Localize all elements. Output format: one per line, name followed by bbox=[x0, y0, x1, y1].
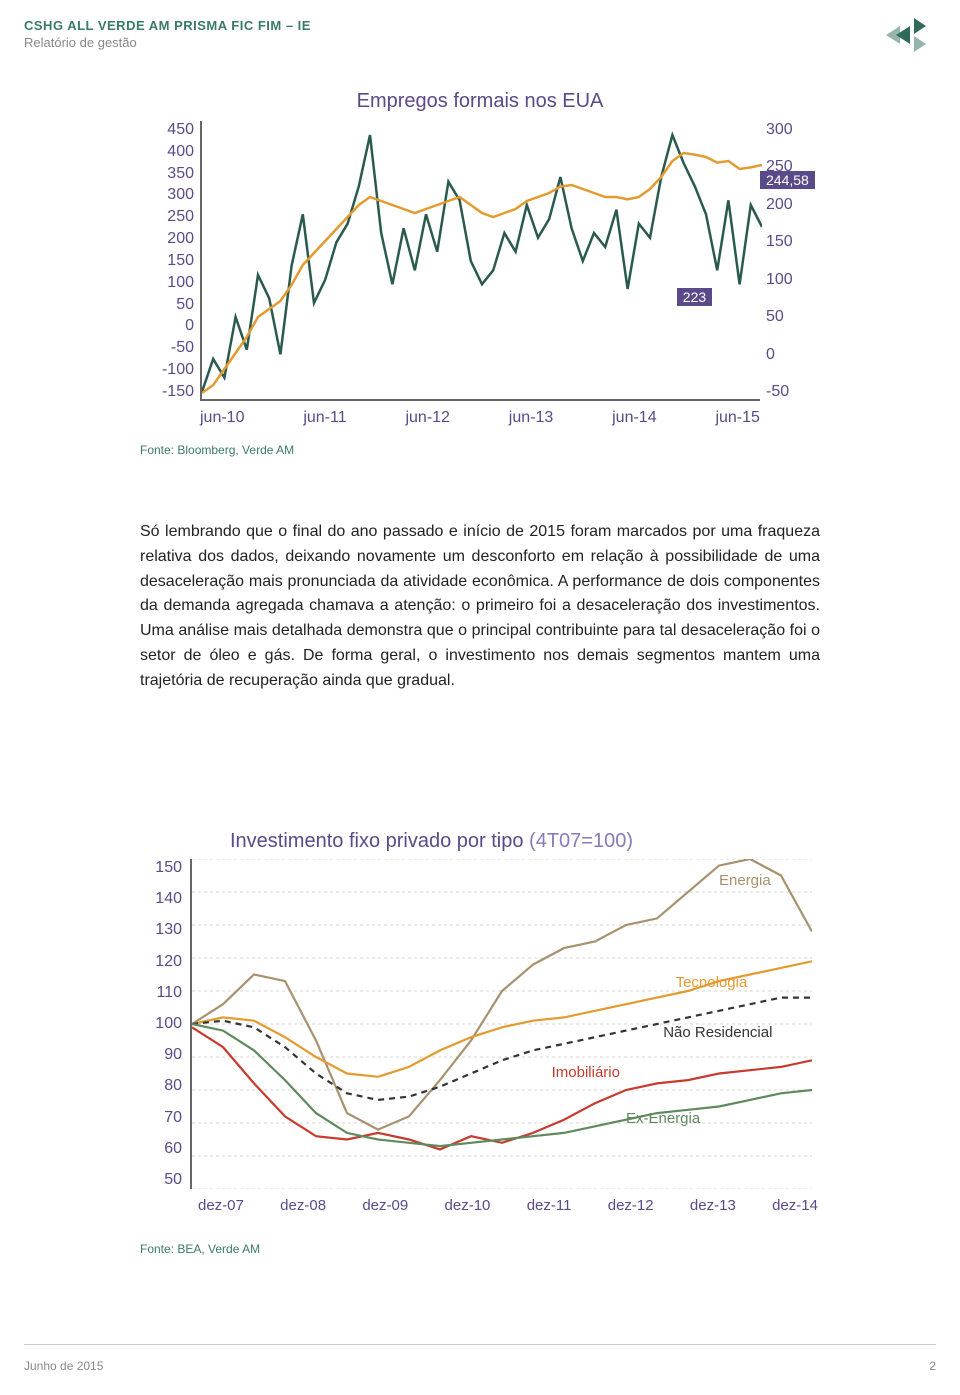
page-footer: Junho de 2015 2 bbox=[24, 1359, 936, 1373]
chart1-label-left: 223 bbox=[677, 288, 712, 306]
chart1-plot-area: 223 bbox=[200, 121, 760, 401]
page-header: CSHG ALL VERDE AM PRISMA FIC FIM – IE Re… bbox=[24, 18, 936, 52]
chart1-y-left-axis: 450400350300250200150100500-50-100-150 bbox=[140, 121, 200, 401]
chart1-svg bbox=[202, 121, 762, 401]
footer-divider bbox=[24, 1344, 936, 1345]
chart1-source: Fonte: Bloomberg, Verde AM bbox=[140, 443, 820, 457]
chart2-x-axis: dez-07dez-08dez-09dez-10dez-11dez-12dez-… bbox=[198, 1197, 818, 1214]
header-left: CSHG ALL VERDE AM PRISMA FIC FIM – IE Re… bbox=[24, 18, 311, 50]
brand-logo-icon bbox=[886, 18, 936, 52]
chart2-title-paren: (4T07=100) bbox=[529, 830, 633, 852]
chart2-plot-area: EnergiaTecnologiaNão ResidencialImobiliá… bbox=[190, 859, 810, 1189]
chart2-title-main: Investimento fixo privado por tipo bbox=[230, 830, 529, 852]
chart1-x-axis: jun-10jun-11jun-12jun-13jun-14jun-15 bbox=[200, 409, 760, 427]
chart-investimento-fixo: Investimento fixo privado por tipo (4T07… bbox=[140, 830, 820, 1256]
chart2-y-axis: 1501401301201101009080706050 bbox=[140, 859, 190, 1189]
chart1-y-right-axis: 300250200150100500-50244,58 bbox=[760, 121, 820, 401]
body-text-block: Só lembrando que o final do ano passado … bbox=[140, 520, 820, 694]
footer-page-number: 2 bbox=[929, 1359, 936, 1373]
header-subtitle: Relatório de gestão bbox=[24, 35, 311, 50]
chart-empregos-eua: Empregos formais nos EUA 450400350300250… bbox=[140, 90, 820, 457]
body-paragraph: Só lembrando que o final do ano passado … bbox=[140, 520, 820, 694]
chart2-title: Investimento fixo privado por tipo (4T07… bbox=[230, 830, 820, 853]
chart1-title: Empregos formais nos EUA bbox=[140, 90, 820, 113]
chart2-source: Fonte: BEA, Verde AM bbox=[140, 1242, 820, 1256]
footer-date: Junho de 2015 bbox=[24, 1359, 103, 1373]
header-title: CSHG ALL VERDE AM PRISMA FIC FIM – IE bbox=[24, 18, 311, 33]
